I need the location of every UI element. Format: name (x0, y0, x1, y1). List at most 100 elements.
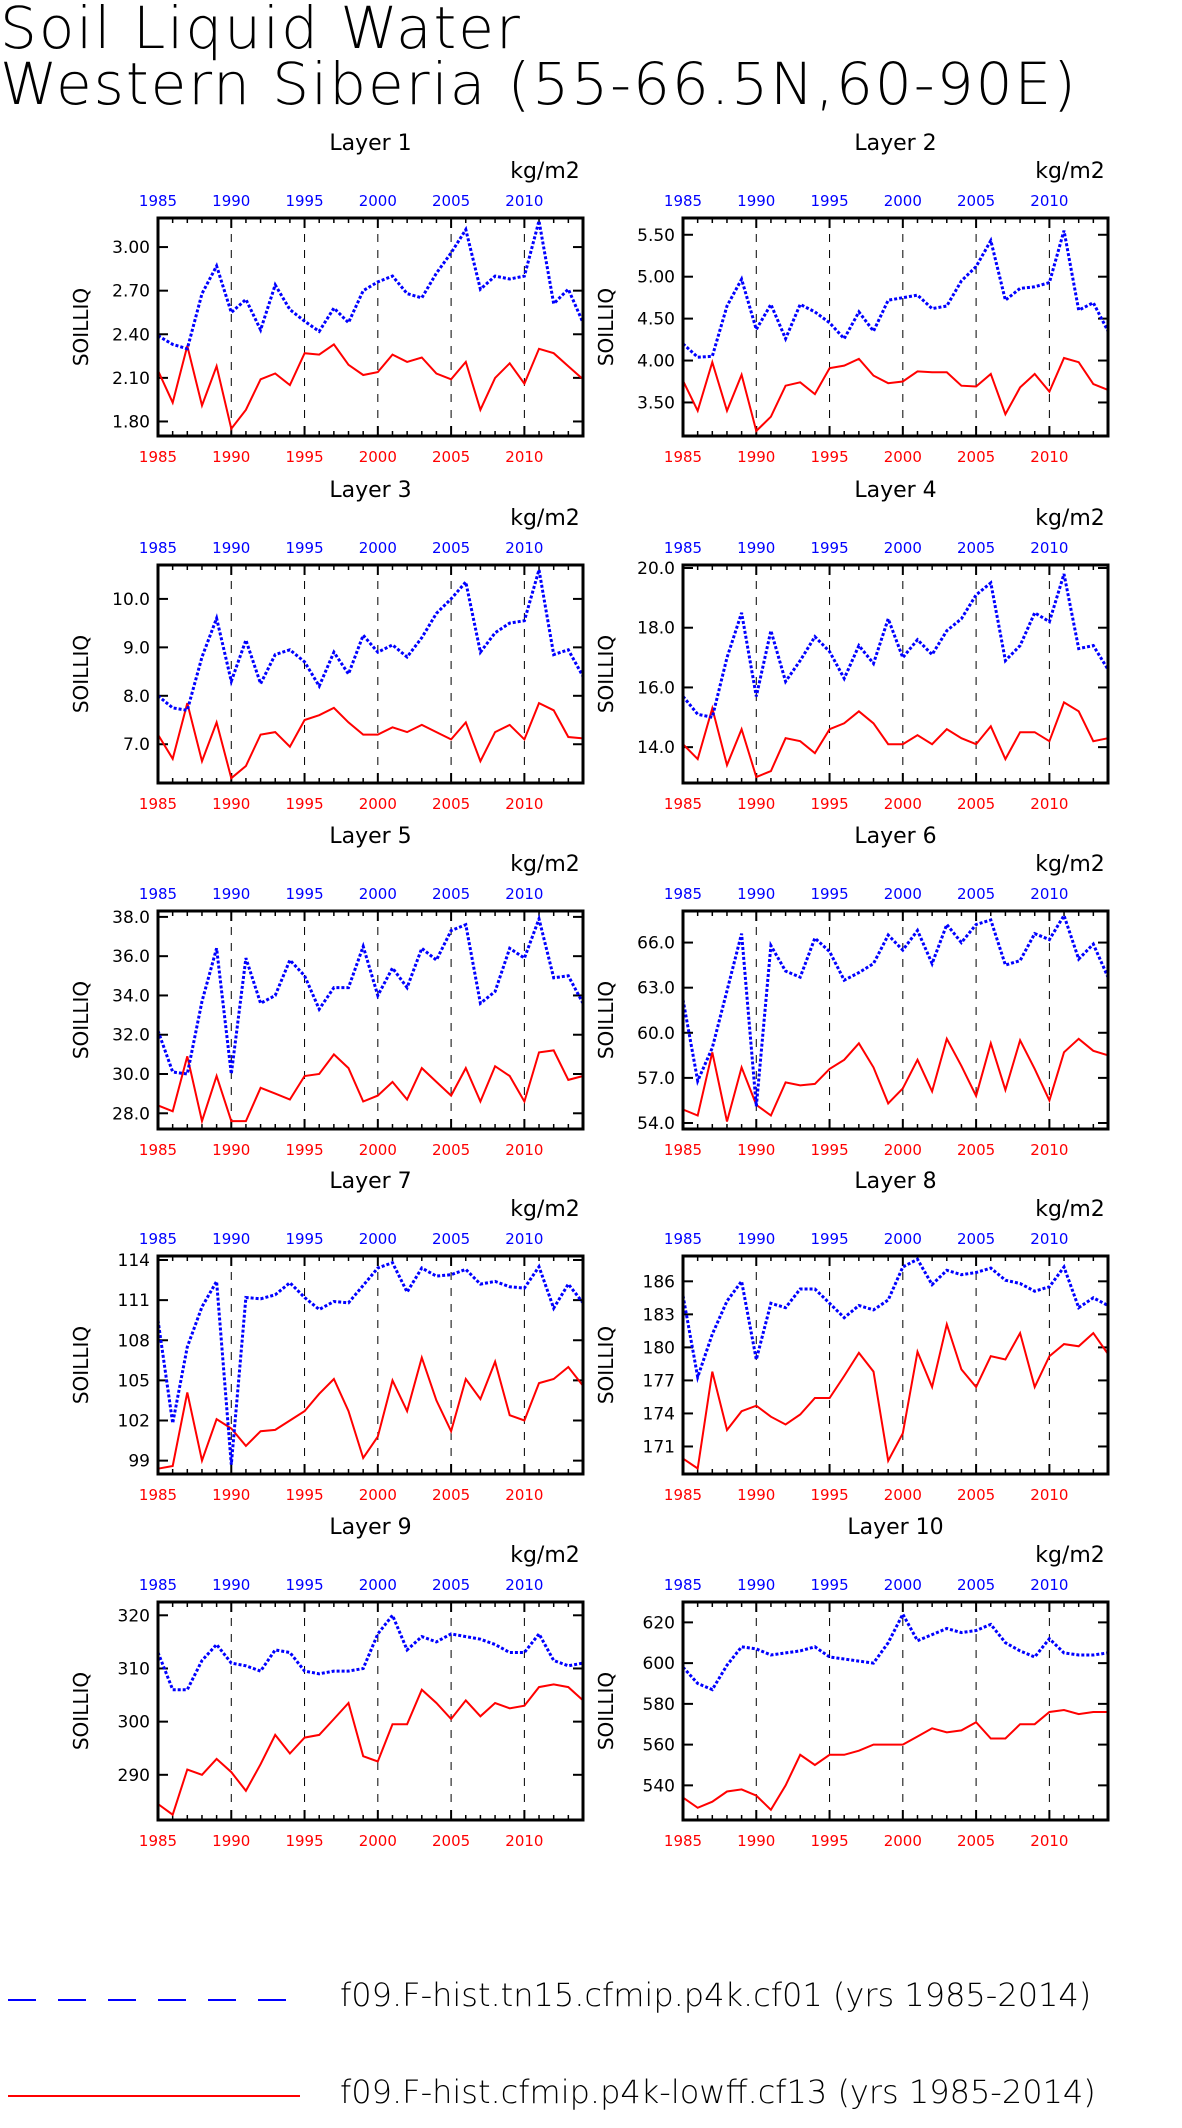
series-line-blue (681, 230, 1110, 359)
y-tick-label: 114 (118, 1251, 150, 1271)
x-tick-label-top: 2000 (359, 1576, 397, 1594)
x-tick-label-bottom: 1995 (285, 795, 323, 813)
series-line-red (682, 1036, 1109, 1122)
y-axis-label: SOILLIQ (594, 1326, 618, 1404)
y-tick-label: 2.10 (112, 369, 150, 389)
x-tick-label-top: 2005 (957, 885, 995, 903)
plot-frame (681, 216, 1110, 438)
x-tick-label-bottom: 2005 (957, 1141, 995, 1159)
x-tick-label-bottom: 1990 (737, 1832, 775, 1850)
y-tick-label: 111 (118, 1291, 150, 1311)
series-line-red (157, 701, 584, 780)
x-tick-label-top: 2010 (1030, 539, 1068, 557)
y-tick-label: 1.80 (112, 412, 150, 432)
legend-label-1: f09.F-hist.tn15.cfmip.p4k.cf01 (yrs 1985… (340, 1976, 1092, 2014)
x-tick-label-top: 1995 (810, 1230, 848, 1248)
series-line-red (157, 343, 584, 431)
x-tick-label-top: 2010 (1030, 192, 1068, 210)
x-tick-label-top: 1990 (212, 192, 250, 210)
series-line-blue (156, 913, 585, 1076)
series-line-blue (156, 1612, 584, 1692)
x-tick-label-top: 2000 (884, 192, 922, 210)
series-line-blue (681, 573, 1110, 720)
y-tick-label: 16.0 (637, 678, 675, 698)
legend-entry-2: f09.F-hist.cfmip.p4k-lowff.cf13 (yrs 198… (0, 2068, 1182, 2128)
x-tick-label-bottom: 2010 (505, 448, 543, 466)
chart-panel-6: Layer 6 kg/m2 SOILLIQ 1985 1985 1990 1990 1995 1… (594, 824, 1110, 1159)
plot-frame (156, 1254, 585, 1476)
y-tick-label: 580 (643, 1695, 675, 1715)
plot-frame (156, 216, 585, 438)
y-axis-label: SOILLIQ (69, 635, 93, 713)
panel-title: Layer 3 (329, 478, 411, 503)
units-label: kg/m2 (510, 506, 580, 531)
x-tick-label-bottom: 2010 (1030, 795, 1068, 813)
y-axis-label: SOILLIQ (69, 288, 93, 366)
x-tick-label-bottom: 1990 (737, 1486, 775, 1504)
chart-panel-3: Layer 3 kg/m2 SOILLIQ 1985 1985 1990 1990 1995 1… (69, 478, 585, 813)
y-tick-label: 102 (118, 1412, 150, 1432)
panel-title: Layer 2 (854, 131, 936, 156)
series-line-blue (681, 1257, 1109, 1384)
units-label: kg/m2 (1035, 159, 1105, 184)
chart-panel-5: Layer 5 kg/m2 SOILLIQ 1985 1985 1990 1990 1995 1… (69, 824, 585, 1159)
units-label: kg/m2 (1035, 1197, 1105, 1222)
x-tick-label-top: 1990 (737, 539, 775, 557)
series-line-blue (157, 569, 585, 712)
y-tick-label: 38.0 (112, 908, 150, 928)
x-tick-label-bottom: 1985 (664, 448, 702, 466)
x-tick-label-top: 1990 (737, 192, 775, 210)
x-tick-label-bottom: 1985 (139, 795, 177, 813)
y-tick-label: 4.50 (637, 310, 675, 330)
y-tick-label: 30.0 (112, 1065, 150, 1085)
y-tick-label: 20.0 (637, 559, 675, 579)
series-line-red (682, 356, 1109, 433)
legend-entry-1: f09.F-hist.tn15.cfmip.p4k.cf01 (yrs 1985… (0, 1968, 1182, 2028)
x-tick-label-top: 1990 (737, 885, 775, 903)
x-tick-label-top: 1990 (737, 1576, 775, 1594)
chart-title: Soil Liquid Water Western Siberia (55-66… (0, 0, 1078, 113)
chart-panel-7: Layer 7 kg/m2 SOILLIQ 1985 1985 1990 1990 1995 1… (69, 1169, 585, 1504)
y-tick-label: 3.00 (112, 238, 150, 258)
x-tick-label-bottom: 1985 (664, 1141, 702, 1159)
x-tick-label-bottom: 2000 (884, 448, 922, 466)
y-tick-label: 620 (643, 1613, 675, 1633)
x-tick-label-top: 2010 (1030, 1576, 1068, 1594)
x-tick-label-bottom: 2010 (1030, 448, 1068, 466)
y-tick-label: 36.0 (112, 947, 150, 967)
y-tick-label: 5.50 (637, 226, 675, 246)
x-tick-label-top: 1985 (664, 192, 702, 210)
chart-panel-2: Layer 2 kg/m2 SOILLIQ 1985 1985 1990 1990 1995 1… (594, 131, 1110, 466)
x-tick-label-bottom: 2000 (359, 1486, 397, 1504)
y-tick-label: 108 (118, 1331, 150, 1351)
x-tick-label-bottom: 1995 (810, 1486, 848, 1504)
x-tick-label-bottom: 1990 (212, 1486, 250, 1504)
x-tick-label-top: 2010 (1030, 1230, 1068, 1248)
x-tick-label-bottom: 2005 (957, 1486, 995, 1504)
x-tick-label-top: 1990 (212, 1576, 250, 1594)
chart-panel-9: Layer 9 kg/m2 SOILLIQ 1985 1985 1990 1990 1995 1… (69, 1515, 585, 1850)
y-tick-label: 310 (118, 1659, 150, 1679)
x-tick-label-top: 1985 (139, 1576, 177, 1594)
y-tick-label: 186 (643, 1272, 675, 1292)
y-tick-label: 171 (643, 1437, 675, 1457)
y-tick-label: 320 (118, 1606, 150, 1626)
title-line-1: Soil Liquid Water (0, 0, 522, 62)
panel-title: Layer 7 (329, 1169, 411, 1194)
x-tick-label-top: 2005 (432, 192, 470, 210)
y-tick-label: 10.0 (112, 590, 150, 610)
x-tick-label-top: 2005 (432, 1230, 470, 1248)
x-tick-label-bottom: 2005 (957, 1832, 995, 1850)
x-tick-label-top: 1990 (737, 1230, 775, 1248)
y-tick-label: 600 (643, 1654, 675, 1674)
series-line-red (157, 1683, 584, 1817)
x-tick-label-bottom: 1995 (810, 448, 848, 466)
y-axis-label: SOILLIQ (594, 1672, 618, 1750)
x-tick-label-top: 2005 (432, 1576, 470, 1594)
panel-title: Layer 9 (329, 1515, 411, 1540)
x-tick-label-bottom: 1995 (810, 1141, 848, 1159)
y-tick-label: 54.0 (637, 1114, 675, 1134)
x-tick-label-bottom: 1995 (285, 1832, 323, 1850)
x-tick-label-top: 1985 (664, 539, 702, 557)
panel-title: Layer 8 (854, 1169, 936, 1194)
